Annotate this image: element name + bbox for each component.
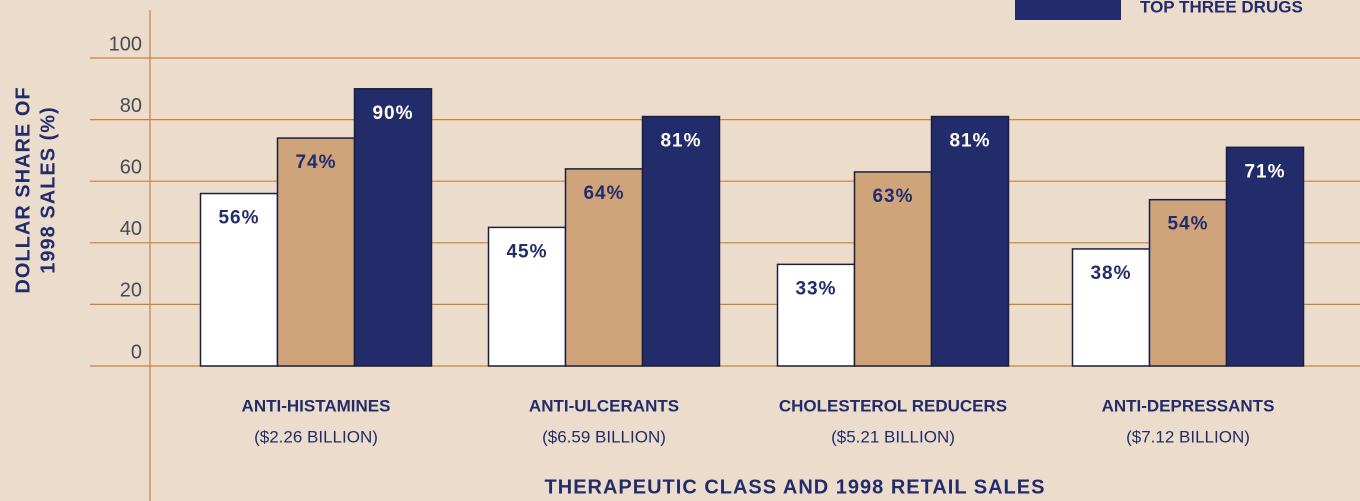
legend-label: TOP THREE DRUGS — [1140, 0, 1303, 16]
y-tick-label: 40 — [120, 218, 142, 240]
y-tick-label: 0 — [131, 341, 142, 363]
value-label: 81% — [949, 131, 990, 152]
y-tick-label: 20 — [120, 280, 142, 302]
bar — [1071, 248, 1151, 367]
x-tick-label: CHOLESTEROL REDUCERS — [779, 396, 1007, 415]
bar — [1225, 146, 1305, 367]
x-tick-sublabel: ($7.12 BILLION) — [1126, 427, 1250, 446]
value-label: 38% — [1090, 263, 1131, 284]
value-label: 71% — [1244, 161, 1285, 182]
y-axis-title: 1998 SALES (%) — [37, 106, 59, 273]
bar — [564, 168, 644, 367]
x-tick-label: ANTI-HISTAMINES — [242, 396, 391, 415]
x-tick-sublabel: ($6.59 BILLION) — [542, 427, 666, 446]
bar — [353, 88, 433, 367]
bar — [276, 137, 356, 367]
y-tick-label: 100 — [109, 33, 142, 55]
x-axis-title: THERAPEUTIC CLASS AND 1998 RETAIL SALES — [545, 476, 1046, 498]
value-label: 64% — [583, 183, 624, 204]
y-tick-label: 80 — [120, 95, 142, 117]
value-label: 54% — [1167, 214, 1208, 235]
value-label: 63% — [872, 186, 913, 207]
value-label: 81% — [660, 131, 701, 152]
x-tick-sublabel: ($5.21 BILLION) — [831, 427, 955, 446]
x-tick-label: ANTI-DEPRESSANTS — [1102, 396, 1275, 415]
x-tick-label: ANTI-ULCERANTS — [529, 396, 679, 415]
legend-swatch — [1015, 0, 1121, 20]
x-tick-sublabel: ($2.26 BILLION) — [254, 427, 378, 446]
value-label: 56% — [218, 208, 259, 229]
value-label: 33% — [795, 278, 836, 299]
value-label: 45% — [506, 241, 547, 262]
y-tick-label: 60 — [120, 156, 142, 178]
bar — [1148, 198, 1228, 367]
bar — [930, 115, 1010, 367]
bar — [776, 263, 856, 367]
bar — [853, 171, 933, 367]
bar — [487, 226, 567, 367]
y-axis-title: DOLLAR SHARE OF — [12, 86, 34, 293]
value-label: 90% — [372, 103, 413, 124]
value-label: 74% — [295, 152, 336, 173]
bar — [641, 115, 721, 367]
